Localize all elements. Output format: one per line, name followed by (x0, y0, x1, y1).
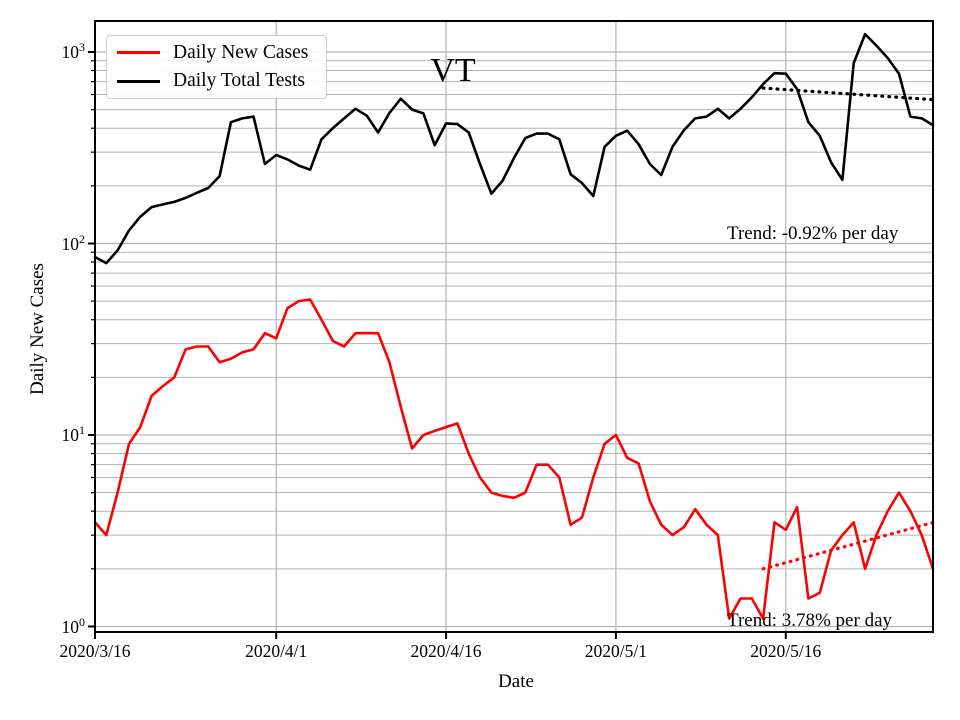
legend-line-sample-cases (117, 50, 160, 55)
series-line-tests (93, 32, 935, 265)
y-tick-label: 100 (61, 614, 86, 637)
legend-item-daily-total-tests: Daily Total Tests (117, 67, 318, 95)
legend-label-tests: Daily Total Tests (173, 70, 305, 92)
y-tick-label: 103 (61, 40, 86, 62)
y-tick-label: 101 (61, 423, 86, 445)
x-tick-label: 2020/4/16 (410, 641, 482, 661)
cases-trend-dotted-line (761, 520, 935, 571)
x-tick-label: 2020/4/1 (245, 641, 308, 661)
x-tick-label: 2020/5/16 (750, 641, 822, 661)
legend: Daily New Cases Daily Total Tests (106, 35, 327, 99)
trend-annotation-tests: Trend: -0.92% per day (727, 223, 899, 244)
series-line-cases (93, 298, 935, 620)
chart-title: VT (430, 52, 476, 89)
legend-item-daily-new-cases: Daily New Cases (117, 39, 318, 67)
x-tick-label: 2020/5/1 (584, 641, 648, 661)
legend-label-cases: Daily New Cases (173, 41, 309, 63)
x-axis-label: Date (498, 671, 534, 692)
y-tick-label: 102 (61, 231, 86, 254)
y-axis-label: Daily New Cases (27, 263, 48, 395)
tests-trend-dotted-line (761, 86, 935, 102)
axes-spines (94, 20, 934, 633)
trend-annotation-cases: Trend: 3.78% per day (727, 610, 892, 631)
legend-line-sample-tests (117, 79, 160, 84)
x-tick-label: 2020/3/16 (59, 641, 131, 661)
